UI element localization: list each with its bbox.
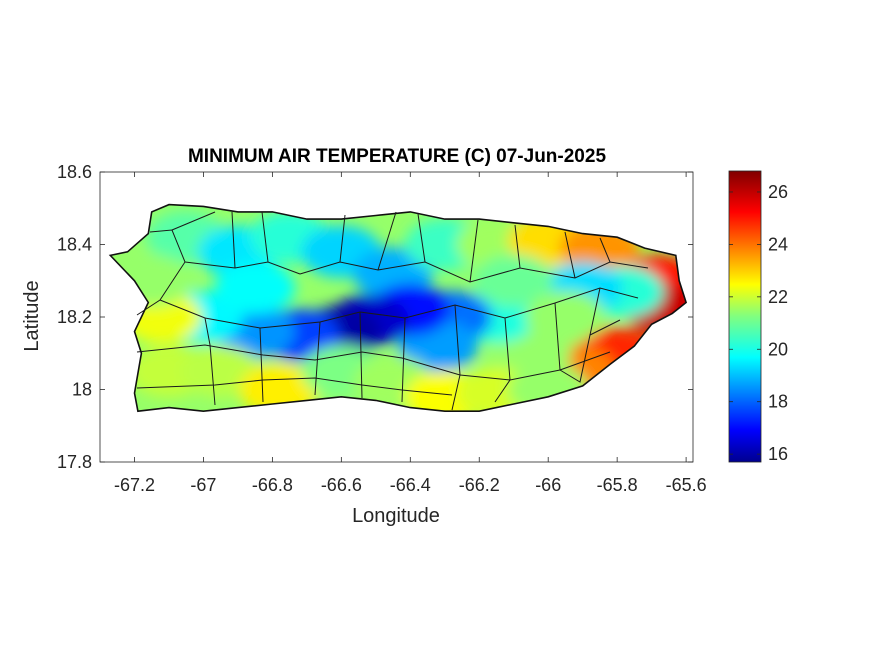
y-tick-label: 18.2 <box>57 307 92 327</box>
colorbar-tick-label: 22 <box>768 287 788 307</box>
x-tick-label: -65.6 <box>666 475 707 495</box>
colorbar-ticks: 16 18 20 22 24 26 <box>729 182 788 464</box>
temperature-point-37 <box>525 291 606 343</box>
municipality-line-17 <box>359 311 363 399</box>
municipality-line-7 <box>377 211 397 271</box>
temperature-point-36 <box>473 254 554 307</box>
y-axis-ticks: 17.8 18 18.2 18.4 18.6 <box>57 162 693 472</box>
y-axis-label: Latitude <box>21 280 43 351</box>
municipality-line-25 <box>559 319 621 383</box>
x-tick-label: -66 <box>535 475 561 495</box>
colorbar-tick-label: 16 <box>768 444 788 464</box>
x-tick-label: -66.2 <box>459 475 500 495</box>
x-axis-label: Longitude <box>352 505 440 527</box>
chart-title: MINIMUM AIR TEMPERATURE (C) 07-Jun-2025 <box>188 146 606 167</box>
municipality-line-3 <box>231 211 236 269</box>
y-tick-label: 18.6 <box>57 162 92 182</box>
x-tick-label: -67 <box>190 475 216 495</box>
municipality-line-23 <box>136 344 611 381</box>
x-tick-label: -66.6 <box>321 475 362 495</box>
colorbar-tick-label: 24 <box>768 234 788 254</box>
x-tick-label: -65.8 <box>597 475 638 495</box>
y-tick-label: 17.8 <box>57 452 92 472</box>
municipality-line-22 <box>589 287 601 336</box>
municipality-line-18 <box>401 317 406 403</box>
x-tick-label: -66.4 <box>390 475 431 495</box>
colorbar <box>728 170 762 463</box>
municipality-line-16 <box>314 321 321 396</box>
municipality-line-24 <box>136 377 453 396</box>
y-tick-label: 18.4 <box>57 235 92 255</box>
x-tick-label: -67.2 <box>114 475 155 495</box>
municipality-line-12 <box>599 237 611 263</box>
municipality-line-10 <box>514 224 521 269</box>
municipality-boundaries <box>136 211 649 411</box>
municipality-line-21 <box>554 302 561 371</box>
municipality-line-4 <box>261 211 269 263</box>
colorbar-tick-label: 26 <box>768 182 788 202</box>
y-tick-label: 18 <box>72 380 92 400</box>
x-axis-ticks: -67.2 -67 -66.8 -66.6 -66.4 -66.2 -66 -65.8 -65.… <box>114 172 707 495</box>
municipality-line-15 <box>259 327 264 403</box>
municipality-line-8 <box>417 213 426 263</box>
colorbar-tick-label: 20 <box>768 339 788 359</box>
temperature-point-35 <box>215 262 296 314</box>
colorbar-tick-label: 18 <box>768 392 788 412</box>
municipality-line-1 <box>171 211 216 231</box>
municipality-line-2 <box>184 261 301 275</box>
municipality-line-9 <box>469 219 479 283</box>
island-outline <box>108 203 688 413</box>
municipality-line-6 <box>339 214 346 263</box>
x-tick-label: -66.8 <box>252 475 293 495</box>
municipality-line-11 <box>564 231 576 279</box>
